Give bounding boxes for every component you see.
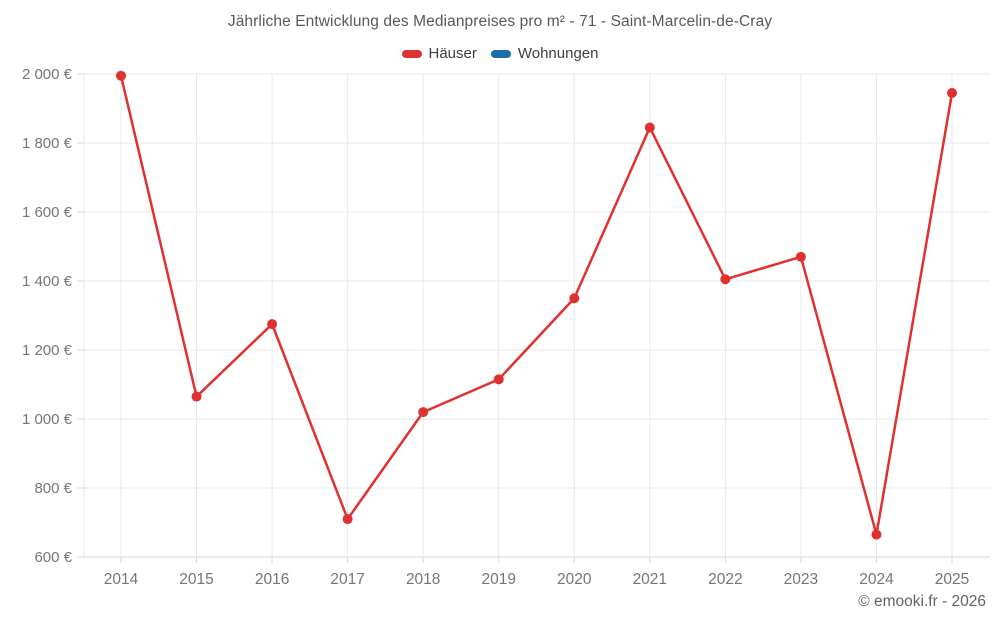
x-axis-tick-label: 2025 — [935, 571, 969, 588]
data-point[interactable] — [342, 514, 353, 525]
y-axis-tick-label: 2 000 € — [22, 66, 73, 83]
attribution-text: © emooki.fr - 2026 — [858, 593, 986, 610]
x-axis-tick-label: 2016 — [255, 571, 289, 588]
x-axis-tick-label: 2017 — [330, 571, 364, 588]
legend-item-wohnungen[interactable]: Wohnungen — [490, 45, 599, 62]
x-axis-tick-label: 2024 — [859, 571, 894, 588]
x-axis-tick-label: 2014 — [104, 571, 139, 588]
y-axis-tick-label: 1 400 € — [22, 273, 73, 290]
data-point[interactable] — [116, 70, 126, 81]
y-axis-tick-label: 1 800 € — [22, 135, 73, 152]
data-point[interactable] — [795, 251, 806, 262]
data-point[interactable] — [418, 407, 429, 418]
data-point[interactable] — [947, 87, 957, 98]
häuser-line — [119, 74, 954, 536]
chart-legend: Häuser Wohnungen — [0, 45, 1000, 62]
x-axis-tick-label: 2020 — [557, 571, 592, 588]
y-axis-tick-label: 1 000 € — [22, 411, 73, 428]
legend-item-haeuser[interactable]: Häuser — [401, 45, 477, 62]
data-point[interactable] — [191, 391, 202, 402]
y-axis-tick-label: 800 € — [34, 480, 72, 497]
y-axis-tick-label: 1 600 € — [22, 204, 73, 221]
y-axis-tick-label: 1 200 € — [22, 342, 73, 359]
data-point[interactable] — [569, 293, 580, 304]
y-axis-tick-label: 600 € — [34, 549, 72, 566]
data-point[interactable] — [493, 374, 504, 385]
chart-title: Jährliche Entwicklung des Medianpreises … — [227, 13, 773, 30]
wohnungen-series-swatch — [490, 49, 511, 58]
legend-label-wohnungen: Wohnungen — [517, 45, 599, 62]
x-axis-tick-label: 2022 — [708, 571, 742, 588]
x-axis-tick-label: 2021 — [633, 571, 667, 588]
data-point[interactable] — [644, 122, 655, 133]
data-point[interactable] — [871, 529, 882, 540]
x-axis-tick-label: 2015 — [179, 571, 213, 588]
x-axis-tick-label: 2019 — [481, 571, 515, 588]
x-axis-tick-label: 2023 — [784, 571, 818, 588]
data-point[interactable] — [720, 274, 731, 285]
legend-label-haeuser: Häuser — [428, 45, 477, 62]
data-point[interactable] — [267, 319, 278, 330]
haeuser-series-swatch — [401, 49, 422, 58]
x-axis-tick-label: 2018 — [406, 571, 440, 588]
